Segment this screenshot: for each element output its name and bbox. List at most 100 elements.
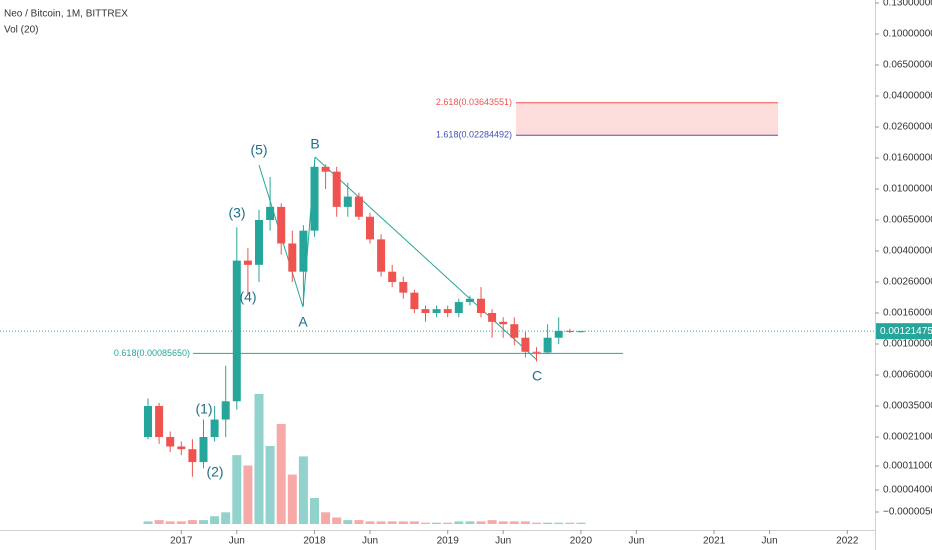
candle-body	[521, 337, 530, 352]
candle-body	[543, 337, 552, 353]
volume-bar	[265, 446, 275, 524]
volume-bar	[243, 465, 253, 524]
wave-label: C	[532, 368, 542, 384]
candle-body	[144, 406, 152, 437]
candle-body	[421, 309, 430, 313]
candle-body	[255, 220, 263, 265]
candle-body	[532, 351, 541, 353]
wave-label: B	[310, 136, 319, 152]
volume-bar	[565, 522, 575, 524]
volume-bar	[310, 498, 319, 524]
volume-bar	[487, 520, 497, 524]
candle-body	[576, 331, 585, 333]
last-price-label: 0.00121475	[880, 326, 932, 337]
candle-body	[243, 260, 252, 265]
volume-bar	[143, 521, 153, 524]
y-tick-label: 0.01600000	[883, 153, 932, 164]
chart-title: Neo / Bitcoin, 1M, BITTREX	[4, 9, 128, 20]
volume-bar	[354, 520, 364, 524]
y-tick-label: 0.00011000	[883, 461, 932, 472]
candle-body	[210, 419, 219, 437]
candle-body	[166, 437, 175, 447]
candle-body	[232, 260, 241, 402]
fib-label: 0.618(0.00085650)	[114, 348, 190, 358]
candle-body	[454, 302, 463, 313]
x-tick-label: 2021	[703, 536, 726, 547]
candle-body	[343, 196, 352, 207]
candle-body	[499, 321, 508, 325]
y-tick-label: 0.13000000	[883, 0, 932, 9]
x-tick-label: 2020	[570, 536, 593, 547]
volume-bar	[576, 522, 586, 524]
y-tick-label: 0.00100000	[883, 339, 932, 350]
y-tick-label: 0.06500000	[883, 60, 932, 71]
volume-bar	[387, 521, 397, 524]
volume-bar	[543, 522, 553, 524]
volume-bar	[532, 522, 541, 524]
fib-label: 1.618(0.02284492)	[436, 130, 512, 140]
candle-body	[299, 230, 308, 272]
y-tick-label: 0.00035000	[883, 401, 932, 412]
candle-body	[388, 271, 397, 282]
volume-bar	[343, 520, 353, 524]
x-tick-label: Jun	[229, 536, 245, 547]
wave-label: (4)	[239, 289, 256, 305]
y-tick-label: 0.00650000	[883, 215, 932, 226]
x-tick-label: 2022	[836, 536, 859, 547]
y-tick-label: 0.02600000	[883, 122, 932, 133]
wave-label: (2)	[206, 464, 223, 480]
volume-bar	[398, 521, 408, 524]
fib-zone	[516, 102, 778, 136]
y-tick-label: 0.00400000	[883, 246, 932, 257]
volume-bar	[232, 455, 242, 524]
volume-bar	[432, 522, 442, 524]
volume-bar	[321, 512, 331, 524]
candle-body	[410, 292, 419, 310]
candle-body	[199, 437, 208, 463]
volume-bar	[287, 474, 297, 524]
volume-bar	[520, 521, 530, 524]
candle-body	[377, 239, 386, 272]
candle-body	[565, 330, 574, 332]
y-tick-label: 0.00004000	[883, 485, 932, 496]
volume-bar	[165, 521, 175, 524]
indicator-label: Vol (20)	[4, 25, 38, 36]
volume-bar	[554, 522, 564, 524]
volume-bar	[154, 520, 164, 524]
volume-bar	[332, 517, 342, 524]
candle-body	[510, 324, 519, 338]
candle-body	[354, 196, 363, 217]
volume-bar	[443, 522, 453, 524]
volume-bar	[210, 516, 220, 524]
wave-label: (5)	[250, 142, 267, 158]
last-price-box	[876, 323, 932, 340]
volume-bar	[187, 520, 197, 524]
candle-body	[399, 282, 408, 293]
candle-body	[310, 166, 319, 231]
volume-bar	[465, 521, 475, 524]
x-tick-label: Jun	[495, 536, 511, 547]
candle-body	[321, 166, 330, 172]
volume-bar	[476, 521, 486, 524]
x-tick-label: Jun	[628, 536, 644, 547]
volume-bar	[409, 521, 419, 524]
y-tick-label: 0.00021000	[883, 432, 932, 443]
candle-body	[465, 298, 474, 303]
fib-label: 2.618(0.03643551)	[436, 97, 512, 107]
volume-bar	[298, 456, 308, 524]
x-tick-label: Jun	[362, 536, 378, 547]
volume-bar	[509, 521, 519, 524]
candle-body	[443, 309, 452, 313]
x-tick-label: 2017	[170, 536, 193, 547]
candle-body	[177, 446, 186, 450]
trend-line	[314, 156, 538, 361]
candle-body	[332, 171, 341, 207]
candle-body	[477, 298, 485, 313]
volume-bar	[221, 512, 231, 524]
y-tick-label: 0.00260000	[883, 277, 932, 288]
volume-bar	[176, 521, 186, 524]
y-tick-label: 0.01000000	[883, 184, 932, 195]
y-tick-label: 0.10000000	[883, 29, 932, 40]
